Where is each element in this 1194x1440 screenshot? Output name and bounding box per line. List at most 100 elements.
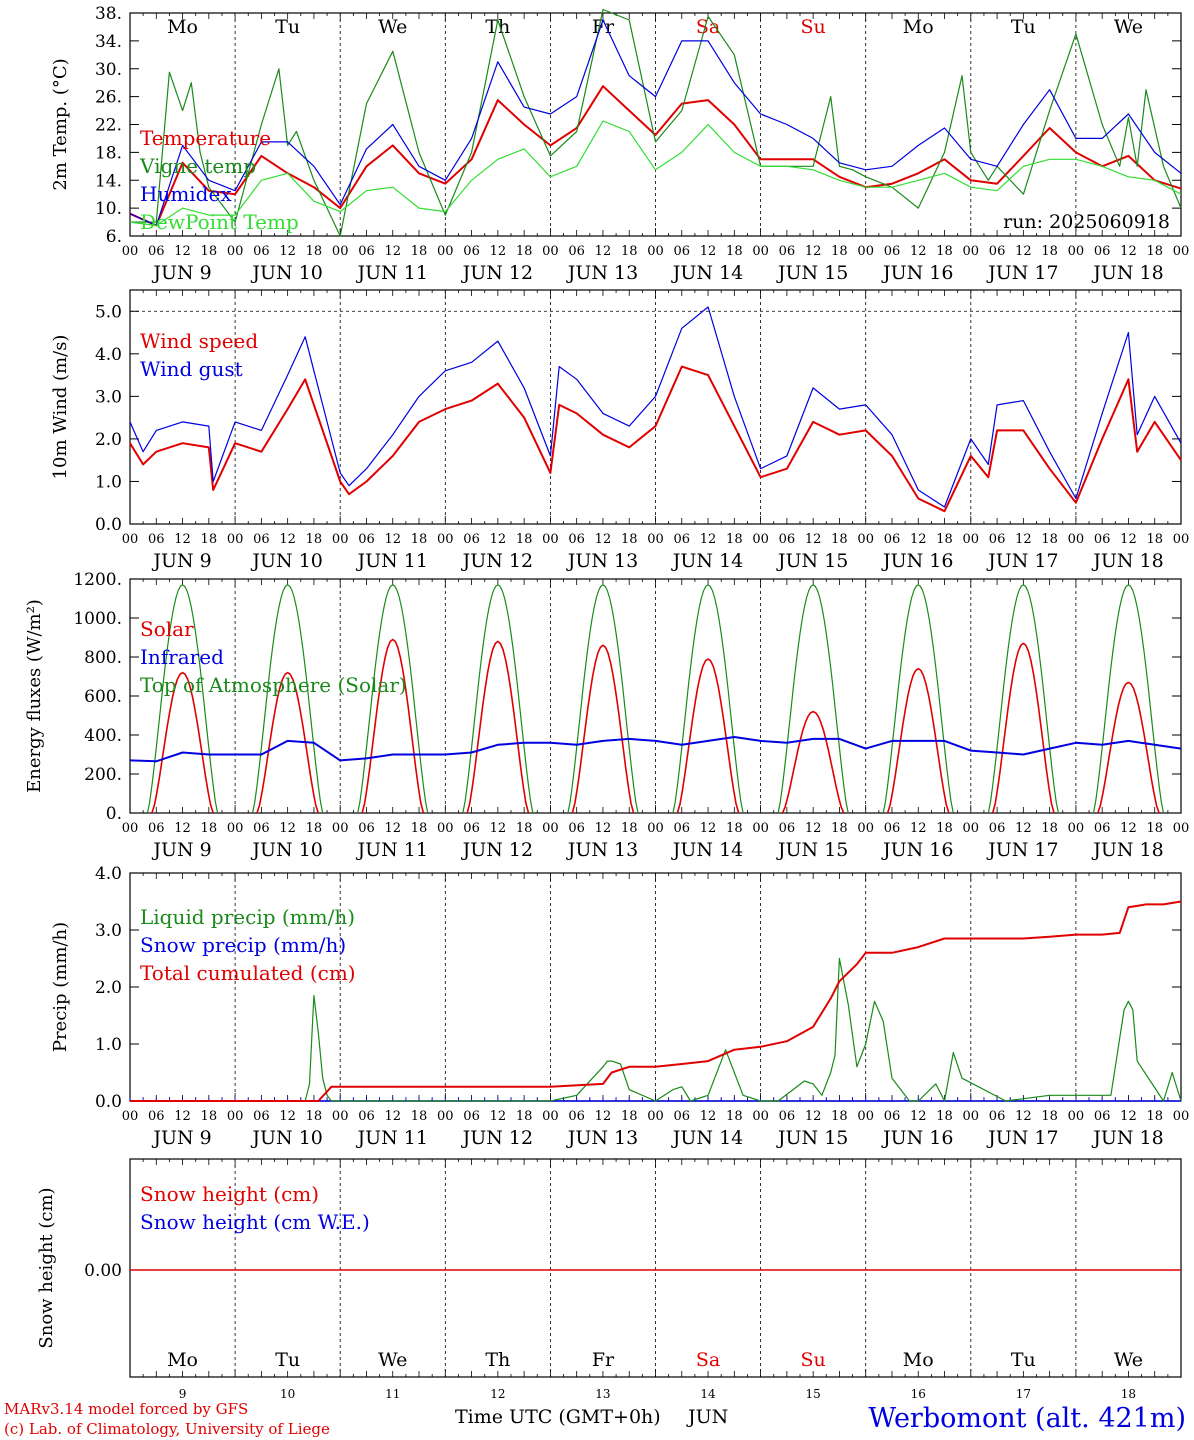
hour-tick-label: 06: [253, 532, 270, 547]
date-label: JUN 14: [671, 262, 743, 284]
date-label: JUN 18: [1091, 1127, 1163, 1149]
hour-tick-label: 12: [910, 1109, 927, 1124]
hour-tick-label: 06: [1094, 532, 1111, 547]
hour-tick-label: 06: [463, 1109, 480, 1124]
y-tick-label: 800.: [84, 648, 122, 668]
y-tick-label: 38.: [95, 4, 122, 24]
run-label: run: 2025060918: [1003, 211, 1170, 233]
y-tick-label: 400.: [84, 726, 122, 746]
hour-tick-label: 06: [884, 1109, 901, 1124]
hour-tick-label: 00: [1173, 1109, 1190, 1124]
hour-tick-label: 12: [595, 532, 612, 547]
hour-tick-label: 06: [148, 821, 165, 836]
hour-tick-label: 12: [700, 1109, 717, 1124]
series-line: [129, 85, 1182, 227]
y-tick-label: 18.: [95, 143, 122, 163]
hour-tick-label: 12: [384, 821, 401, 836]
date-label: JUN 15: [776, 839, 848, 861]
date-label: JUN 9: [151, 550, 211, 572]
y-tick-label: 0.00: [84, 1261, 122, 1281]
hour-tick-label: 18: [936, 821, 953, 836]
hour-tick-label: 18: [516, 244, 533, 259]
solar-curve: [676, 658, 740, 814]
panel-2: 0.0 1.0 2.0 3.0 4.0 5.0 10m Wind (m/s) Wind spe…: [50, 289, 1189, 572]
date-label: JUN 13: [566, 1127, 638, 1149]
hour-tick-label: 12: [174, 821, 191, 836]
hour-tick-label: 18: [411, 1109, 428, 1124]
weekday-label: Tu: [275, 16, 300, 38]
weekday-label: We: [1114, 1349, 1143, 1371]
credit-line: (c) Lab. of Climatology, University of L…: [4, 1420, 330, 1438]
hour-tick-label: 06: [779, 1109, 796, 1124]
hour-tick-label: 00: [122, 532, 139, 547]
solar-curve: [571, 644, 635, 814]
hour-tick-label: 00: [542, 244, 559, 259]
hour-tick-label: 12: [1120, 244, 1137, 259]
hour-tick-label: 18: [726, 532, 743, 547]
hour-tick-label: 00: [542, 821, 559, 836]
y-tick-label: 0.: [106, 804, 122, 824]
hour-tick-label: 18: [1146, 821, 1163, 836]
hour-tick-label: 06: [148, 244, 165, 259]
hour-tick-label: 18: [936, 244, 953, 259]
legend-entry: Total cumulated (cm): [140, 961, 356, 985]
hour-tick-label: 00: [437, 532, 454, 547]
weekday-label: Su: [801, 1349, 826, 1371]
date-label: JUN 17: [986, 550, 1058, 572]
hour-tick-label: 12: [1015, 1109, 1032, 1124]
day-number-label: 17: [1016, 1387, 1031, 1401]
hour-tick-label: 12: [700, 244, 717, 259]
hour-tick-label: 18: [1041, 821, 1058, 836]
series-line: [130, 957, 1182, 1102]
legend-entry: Humidex: [140, 182, 232, 206]
day-number-label: 16: [911, 1387, 926, 1401]
hour-tick-label: 12: [279, 821, 296, 836]
legend-entry: Snow precip (mm/h): [140, 933, 346, 957]
x-axis-label: Time UTC (GMT+0h): [455, 1406, 661, 1428]
hour-tick-label: 00: [752, 244, 769, 259]
y-tick-label: 4.0: [95, 864, 122, 884]
hour-tick-label: 00: [1068, 244, 1085, 259]
hour-tick-label: 00: [227, 244, 244, 259]
hour-tick-label: 06: [989, 244, 1006, 259]
legend-entry: DewPoint Temp: [140, 210, 299, 234]
weekday-label: Sa: [696, 1349, 720, 1371]
hour-tick-label: 06: [989, 821, 1006, 836]
hour-tick-label: 12: [910, 821, 927, 836]
hour-tick-label: 18: [201, 532, 218, 547]
y-tick-label: 0.0: [95, 515, 122, 535]
hour-tick-label: 18: [201, 244, 218, 259]
date-label: JUN 9: [151, 839, 211, 861]
y-tick-label: 10.: [95, 199, 122, 219]
date-label: JUN 13: [566, 262, 638, 284]
hour-tick-label: 12: [384, 1109, 401, 1124]
hour-tick-label: 12: [279, 244, 296, 259]
hour-tick-label: 18: [306, 821, 323, 836]
hour-tick-label: 12: [1015, 821, 1032, 836]
hour-tick-label: 18: [1041, 532, 1058, 547]
hour-tick-label: 00: [857, 244, 874, 259]
weekday-label: We: [378, 1349, 407, 1371]
weekday-label: Th: [485, 1349, 510, 1371]
date-label: JUN 15: [776, 550, 848, 572]
hour-tick-label: 00: [647, 532, 664, 547]
hour-tick-label: 00: [1173, 821, 1190, 836]
hour-tick-label: 00: [437, 821, 454, 836]
day-number-label: 15: [806, 1387, 821, 1401]
y-axis-label: 10m Wind (m/s): [50, 335, 71, 480]
hour-tick-label: 06: [568, 1109, 585, 1124]
y-tick-label: 1.0: [95, 1035, 122, 1055]
hour-tick-label: 06: [253, 244, 270, 259]
date-label: JUN 13: [566, 550, 638, 572]
legend-entry: Wind gust: [140, 357, 243, 381]
hour-tick-label: 00: [647, 821, 664, 836]
credit-line: MARv3.14 model forced by GFS: [4, 1400, 248, 1418]
toa-solar-arc: [882, 584, 954, 814]
hour-tick-label: 00: [752, 821, 769, 836]
y-axis-label: Energy fluxes (W/m²): [24, 599, 45, 793]
day-number-label: 11: [385, 1387, 400, 1401]
y-tick-label: 5.0: [95, 302, 122, 322]
date-label: JUN 12: [461, 839, 533, 861]
y-tick-label: 600.: [84, 687, 122, 707]
